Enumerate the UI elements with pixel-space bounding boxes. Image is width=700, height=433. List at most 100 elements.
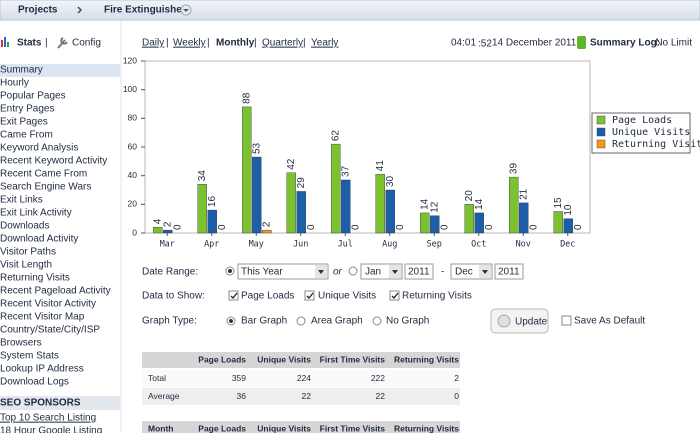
value-label: 14 [419, 198, 430, 210]
y-tick-label: 120 [123, 55, 137, 65]
select-arrow [318, 270, 324, 274]
to-year-input[interactable] [494, 263, 524, 280]
menu-item[interactable]: Recent Visitor Map [0, 312, 85, 323]
period-link[interactable]: Monthly [216, 38, 255, 49]
checkbox[interactable] [389, 290, 400, 301]
menu-item[interactable]: Keyword Analysis [0, 143, 78, 154]
from-year-input[interactable] [404, 263, 434, 280]
nav-projects[interactable]: Projects [18, 5, 58, 16]
top-bar [0, 0, 700, 21]
checkbox[interactable] [304, 290, 315, 301]
checkbox[interactable] [228, 290, 239, 301]
log-label: Summary Log: [590, 38, 660, 49]
menu-item[interactable]: System Stats [0, 351, 59, 362]
radio[interactable] [372, 316, 382, 326]
bar [197, 184, 207, 234]
menu-item[interactable]: Visitor Paths [0, 247, 56, 258]
bar [242, 106, 252, 234]
preset-select[interactable] [237, 263, 329, 280]
table-cell: 222 [371, 373, 385, 383]
value-label: 42 [286, 158, 297, 170]
graph-option: No Graph [386, 316, 429, 327]
x-tick-label: Jun [293, 240, 308, 250]
value-label: 88 [241, 92, 252, 104]
column-header: Page Loads [198, 354, 246, 364]
value-label: 30 [385, 175, 396, 187]
menu-item[interactable]: Returning Visits [0, 273, 70, 284]
stats-tab[interactable]: Stats [17, 38, 42, 49]
table-header [142, 352, 460, 368]
select-arrow [392, 270, 398, 274]
menu-item[interactable]: Exit Pages [0, 117, 48, 128]
bar [464, 204, 474, 234]
menu-item[interactable]: Recent Visitor Activity [0, 299, 96, 310]
value-label: 53 [251, 142, 262, 154]
menu-item[interactable]: Download Activity [0, 234, 78, 245]
sponsor-link[interactable]: Top 10 Search Listing [0, 413, 96, 424]
x-tick-label: May [249, 240, 264, 250]
value-label: 41 [375, 160, 386, 172]
menu-item[interactable]: Popular Pages [0, 91, 66, 102]
value-label: 62 [330, 130, 341, 142]
value-label: 0 [350, 224, 361, 230]
menu-item[interactable]: Browsers [0, 338, 42, 349]
menu-item[interactable]: Downloads [0, 221, 49, 232]
value-label: 14 [474, 198, 485, 210]
menu-item[interactable]: Hourly [0, 78, 29, 89]
menu-item[interactable]: Search Engine Wars [0, 182, 91, 193]
radio-dot [229, 319, 233, 323]
bar [430, 215, 440, 234]
menu-item[interactable]: Entry Pages [0, 104, 54, 115]
x-tick-label: Jul [338, 240, 353, 250]
nav-project[interactable]: Fire Extinguisher [104, 5, 186, 16]
value-label: 16 [207, 196, 218, 208]
table-row [142, 370, 460, 387]
x-tick-label: Sep [427, 240, 442, 250]
period-link[interactable]: Weekly [173, 38, 206, 49]
radio[interactable] [348, 266, 358, 276]
menu-item[interactable]: Visit Length [0, 260, 52, 271]
menu-item[interactable]: Recent Came From [0, 169, 87, 180]
menu-item[interactable]: Download Logs [0, 377, 69, 388]
menu-item[interactable]: Recent Pageload Activity [0, 286, 111, 297]
checkbox[interactable] [561, 315, 572, 326]
menu-item[interactable]: Summary [0, 65, 43, 76]
period-link[interactable]: Quarterly [262, 38, 303, 49]
value-label: 2 [162, 221, 173, 227]
value-label: 0 [306, 224, 317, 230]
value-label: 0 [217, 224, 228, 230]
bar [341, 179, 351, 234]
menu-item[interactable]: Came From [0, 130, 53, 141]
radio-dot [228, 269, 232, 273]
bar [153, 227, 163, 234]
bar [563, 218, 573, 234]
menu-item[interactable]: Recent Keyword Activity [0, 156, 107, 167]
value-label: 0 [528, 224, 539, 230]
data-option: Unique Visits [318, 291, 376, 302]
or-text: or [333, 267, 343, 278]
seconds: :52 [478, 39, 492, 50]
menu-item[interactable]: Exit Links [0, 195, 43, 206]
from-month: Jan [365, 267, 381, 278]
radio[interactable] [296, 316, 306, 326]
config-tab[interactable]: Config [72, 38, 101, 49]
y-tick-label: 80 [128, 113, 138, 123]
menu-item[interactable]: Country/State/City/ISP [0, 325, 100, 336]
table-cell: 359 [232, 373, 246, 383]
bar [296, 191, 306, 234]
period-link[interactable]: Daily [142, 38, 164, 49]
data-show-label: Data to Show: [142, 291, 205, 302]
period-link[interactable]: Yearly [311, 38, 338, 49]
value-label: 29 [296, 177, 307, 189]
legend-label: Unique Visits [612, 127, 690, 138]
menu-item[interactable]: Exit Link Activity [0, 208, 72, 219]
menu-item[interactable]: Lookup IP Address [0, 364, 84, 375]
data-option: Page Loads [241, 291, 294, 302]
table-cell: 36 [237, 391, 247, 401]
sponsor-link[interactable]: 18 Hour Google Listing [0, 426, 102, 433]
log-value: No Limit [655, 38, 692, 49]
value-label: 0 [484, 224, 495, 230]
row-label: Total [148, 373, 166, 383]
